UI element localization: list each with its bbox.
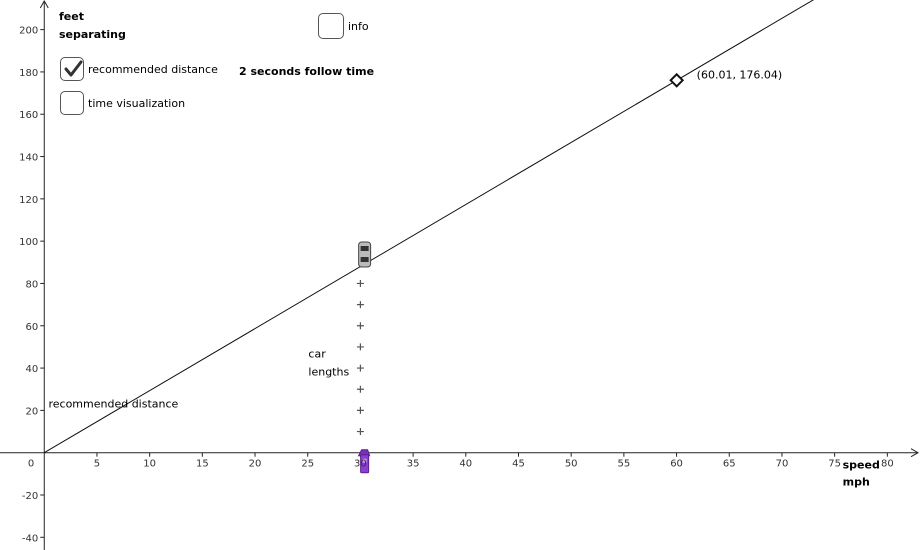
y-tick-label: 60 bbox=[26, 322, 39, 333]
car-body bbox=[358, 241, 372, 268]
car-length-marker bbox=[356, 406, 364, 414]
car-windshield bbox=[360, 246, 369, 251]
speed-slider-handle[interactable] bbox=[357, 449, 371, 474]
x-tick-label: 10 bbox=[143, 459, 156, 470]
y-tick-label: 120 bbox=[19, 195, 38, 206]
y-tick-label: 200 bbox=[19, 26, 38, 37]
recommended-distance-line-label: recommended distance bbox=[48, 397, 178, 410]
x-tick-label: 20 bbox=[249, 459, 262, 470]
data-point-label: (60.01, 176.04) bbox=[697, 68, 783, 81]
car-icon bbox=[358, 241, 372, 268]
x-axis-arrow-icon bbox=[910, 448, 920, 458]
recommended-distance-checkbox-box[interactable] bbox=[60, 57, 84, 81]
recommended-distance-checkbox-label: recommended distance bbox=[88, 62, 218, 76]
y-tick-label: 140 bbox=[19, 153, 38, 164]
car-length-marker bbox=[356, 385, 364, 393]
car-rear-window bbox=[360, 257, 369, 262]
x-tick-label: 45 bbox=[512, 459, 525, 470]
x-tick-label: 30 bbox=[354, 459, 367, 470]
tick-marks bbox=[40, 29, 888, 538]
y-tick-label: 40 bbox=[26, 364, 39, 375]
y-tick-label: -20 bbox=[22, 491, 38, 502]
y-tick-label: 80 bbox=[26, 279, 39, 290]
car-length-marker bbox=[356, 301, 364, 309]
info-checkbox-label: info bbox=[348, 19, 369, 33]
labels-layer: 5 10 15 20 25 30 35 40 45 50 55 60 65 70 75 80 -40 -20 20 4… bbox=[19, 26, 894, 545]
car-length-marker bbox=[356, 279, 364, 287]
x-axis-label-line-1: speed bbox=[843, 459, 880, 472]
x-axis-label-line-2: mph bbox=[843, 476, 870, 489]
y-tick-label: 100 bbox=[19, 237, 38, 248]
info-checkbox[interactable]: info bbox=[318, 13, 369, 39]
recommended-distance-checkbox[interactable]: recommended distance bbox=[60, 57, 218, 81]
x-tick-label: 35 bbox=[407, 459, 420, 470]
y-axis-label-line-1: feet bbox=[59, 10, 84, 23]
car-length-marker bbox=[356, 343, 364, 351]
x-tick-label: 5 bbox=[94, 459, 100, 470]
y-tick-label: -40 bbox=[22, 533, 38, 544]
time-visualization-checkbox-label: time visualization bbox=[88, 96, 186, 110]
time-visualization-checkbox-box[interactable] bbox=[60, 91, 84, 115]
marks-layer bbox=[356, 72, 685, 474]
y-axis-arrow-icon bbox=[39, 0, 49, 9]
series-layer bbox=[44, 0, 815, 454]
recommended-distance-line bbox=[44, 0, 815, 454]
y-axis-label: feet separating bbox=[59, 8, 126, 44]
x-tick-label: 55 bbox=[618, 459, 631, 470]
x-tick-label: 50 bbox=[565, 459, 578, 470]
origin-label: 0 bbox=[28, 459, 34, 470]
y-tick-label: 20 bbox=[26, 406, 39, 417]
data-point bbox=[669, 72, 685, 88]
car-length-marker bbox=[356, 428, 364, 436]
x-tick-label: 40 bbox=[459, 459, 472, 470]
x-tick-label: 65 bbox=[723, 459, 736, 470]
x-tick-label: 70 bbox=[776, 459, 789, 470]
car-lengths-label-line-2: lengths bbox=[308, 366, 349, 379]
y-tick-label: 160 bbox=[19, 110, 38, 121]
x-tick-label: 60 bbox=[670, 459, 683, 470]
car-length-marker bbox=[356, 322, 364, 330]
y-axis-label-line-2: separating bbox=[59, 28, 126, 41]
checkmark-icon bbox=[64, 60, 83, 77]
x-tick-label: 80 bbox=[881, 459, 894, 470]
follow-time-text: 2 seconds follow time bbox=[239, 65, 375, 78]
y-tick-label: 180 bbox=[19, 68, 38, 79]
x-tick-label: 75 bbox=[828, 459, 841, 470]
speed-slider-highlight bbox=[362, 458, 367, 463]
car-length-marker bbox=[356, 364, 364, 372]
time-visualization-checkbox[interactable]: time visualization bbox=[60, 91, 185, 115]
car-lengths-label-line-1: car bbox=[308, 348, 326, 361]
x-tick-label: 15 bbox=[196, 459, 209, 470]
info-checkbox-box[interactable] bbox=[318, 13, 344, 39]
x-tick-label: 25 bbox=[301, 459, 314, 470]
